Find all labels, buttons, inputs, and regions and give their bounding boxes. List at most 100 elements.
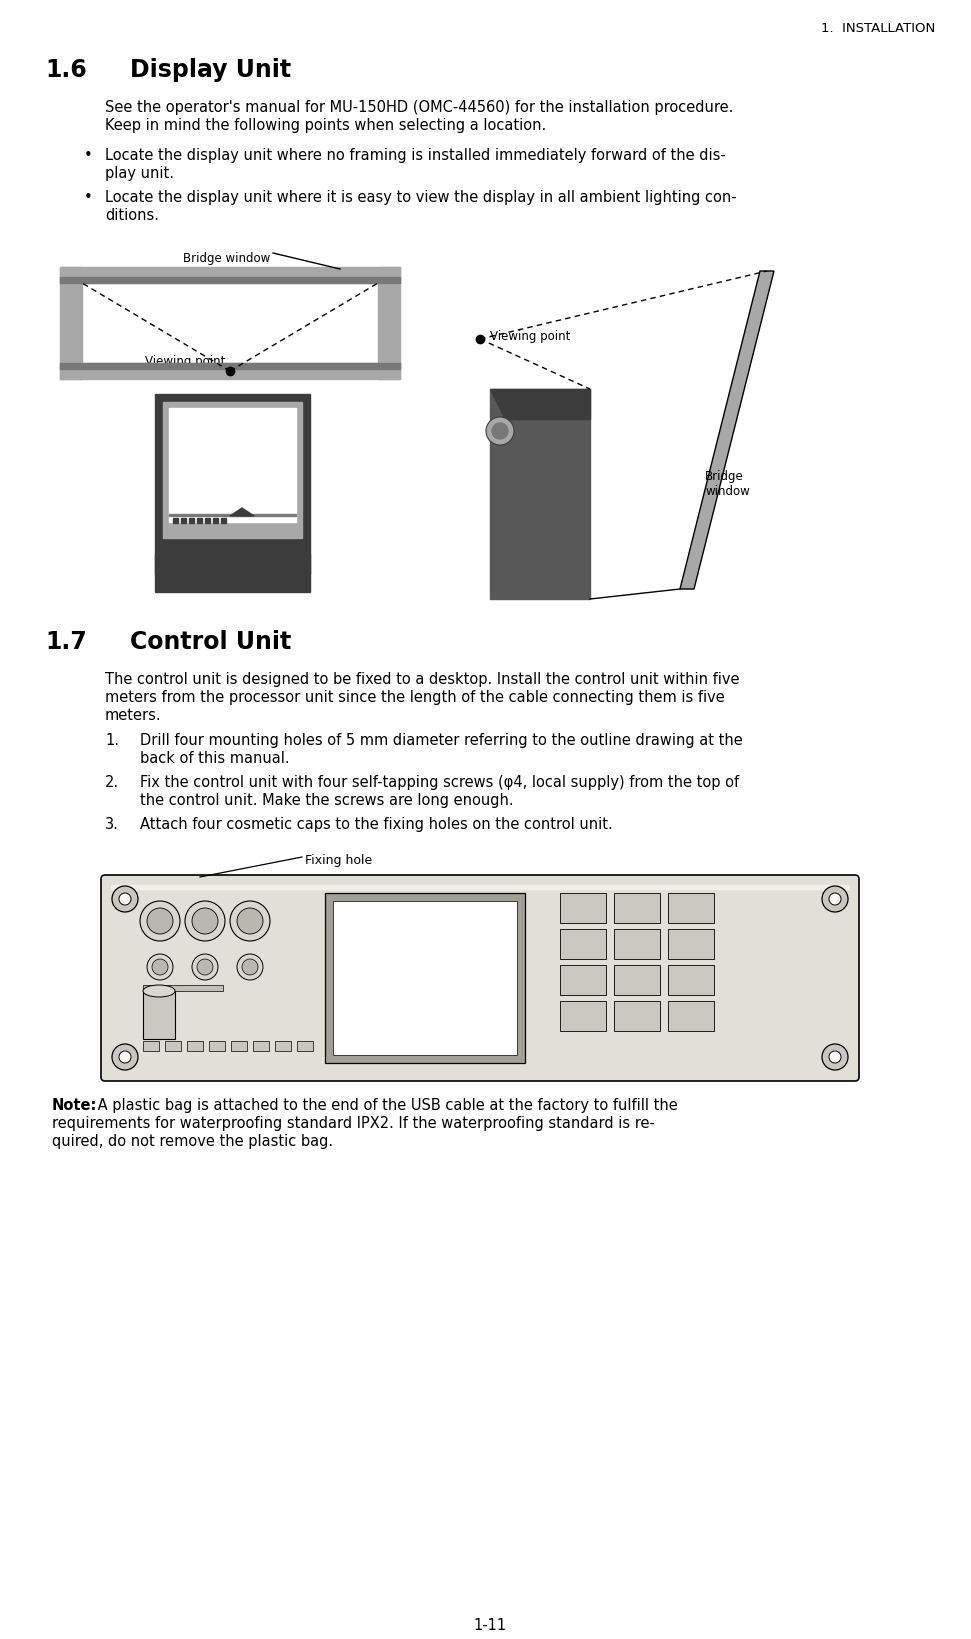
Text: Bridge window: Bridge window <box>183 252 270 266</box>
Circle shape <box>822 887 848 913</box>
Bar <box>181 518 186 524</box>
Text: play unit.: play unit. <box>105 166 174 180</box>
Bar <box>560 929 606 959</box>
Circle shape <box>152 959 168 975</box>
Text: The control unit is designed to be fixed to a desktop. Install the control unit : The control unit is designed to be fixed… <box>105 672 740 687</box>
Circle shape <box>119 1051 131 1064</box>
Bar <box>668 1001 714 1031</box>
Bar <box>155 395 310 575</box>
Bar <box>143 1041 159 1051</box>
Polygon shape <box>230 508 254 516</box>
Bar <box>169 515 296 516</box>
Bar <box>197 518 202 524</box>
Text: Fixing hole: Fixing hole <box>305 854 372 867</box>
Bar <box>165 1041 181 1051</box>
Bar <box>111 885 849 890</box>
Text: 1-11: 1-11 <box>474 1618 507 1632</box>
Text: meters from the processor unit since the length of the cable connecting them is : meters from the processor unit since the… <box>105 690 724 705</box>
Circle shape <box>242 959 258 975</box>
Circle shape <box>829 893 841 905</box>
Text: Attach four cosmetic caps to the fixing holes on the control unit.: Attach four cosmetic caps to the fixing … <box>140 816 613 831</box>
Text: quired, do not remove the plastic bag.: quired, do not remove the plastic bag. <box>52 1133 333 1149</box>
Text: Display Unit: Display Unit <box>130 57 291 82</box>
Circle shape <box>829 1051 841 1064</box>
Bar <box>143 992 175 1039</box>
Text: requirements for waterproofing standard IPX2. If the waterproofing standard is r: requirements for waterproofing standard … <box>52 1115 654 1131</box>
Text: back of this manual.: back of this manual. <box>140 751 289 765</box>
Text: 2.: 2. <box>105 775 119 790</box>
Text: Viewing point: Viewing point <box>490 329 570 343</box>
Text: 1.7: 1.7 <box>45 629 86 654</box>
Bar <box>668 929 714 959</box>
Circle shape <box>112 887 138 913</box>
Text: Locate the display unit where no framing is installed immediately forward of the: Locate the display unit where no framing… <box>105 148 725 162</box>
Bar <box>60 364 400 380</box>
Bar <box>187 1041 203 1051</box>
Bar <box>221 518 226 524</box>
Text: Drill four mounting holes of 5 mm diameter referring to the outline drawing at t: Drill four mounting holes of 5 mm diamet… <box>140 733 743 747</box>
Bar <box>209 1041 225 1051</box>
Text: •: • <box>84 190 93 205</box>
Bar <box>614 965 660 995</box>
Circle shape <box>237 908 263 934</box>
Bar <box>213 518 218 524</box>
Circle shape <box>147 908 173 934</box>
Circle shape <box>486 418 514 446</box>
Circle shape <box>119 893 131 905</box>
Text: 3.: 3. <box>105 816 118 831</box>
FancyBboxPatch shape <box>101 875 859 1082</box>
Circle shape <box>822 1044 848 1070</box>
Text: Bridge
window: Bridge window <box>705 470 750 498</box>
Text: Control Unit: Control Unit <box>130 629 291 654</box>
Bar <box>378 267 400 380</box>
Circle shape <box>192 954 218 980</box>
Bar <box>325 893 525 1064</box>
Circle shape <box>197 959 213 975</box>
Bar <box>668 893 714 923</box>
Bar <box>560 965 606 995</box>
Circle shape <box>147 954 173 980</box>
Bar <box>275 1041 291 1051</box>
Circle shape <box>492 425 508 439</box>
Bar <box>155 554 310 575</box>
Ellipse shape <box>143 985 175 998</box>
Bar <box>205 518 210 524</box>
Bar <box>253 1041 269 1051</box>
Text: 1.6: 1.6 <box>45 57 86 82</box>
Bar <box>560 893 606 923</box>
Bar <box>143 985 223 992</box>
Bar <box>163 403 302 539</box>
Text: 1.  INSTALLATION: 1. INSTALLATION <box>820 21 935 34</box>
Text: See the operator's manual for MU-150HD (OMC-44560) for the installation procedur: See the operator's manual for MU-150HD (… <box>105 100 733 115</box>
Bar <box>614 929 660 959</box>
Polygon shape <box>680 272 774 590</box>
Circle shape <box>140 901 180 941</box>
Bar <box>333 901 517 1056</box>
Text: Locate the display unit where it is easy to view the display in all ambient ligh: Locate the display unit where it is easy… <box>105 190 737 205</box>
Bar <box>60 267 400 284</box>
Text: A plastic bag is attached to the end of the USB cable at the factory to fulfill : A plastic bag is attached to the end of … <box>93 1098 678 1113</box>
Bar <box>668 965 714 995</box>
Text: •: • <box>84 148 93 162</box>
Text: meters.: meters. <box>105 708 161 723</box>
Bar <box>60 279 400 284</box>
Bar <box>169 408 296 523</box>
Bar <box>173 518 178 524</box>
Bar <box>155 575 310 593</box>
Text: the control unit. Make the screws are long enough.: the control unit. Make the screws are lo… <box>140 793 514 808</box>
Circle shape <box>230 901 270 941</box>
Circle shape <box>185 901 225 941</box>
Circle shape <box>112 1044 138 1070</box>
Text: Fix the control unit with four self-tapping screws (φ4, local supply) from the t: Fix the control unit with four self-tapp… <box>140 775 739 790</box>
Circle shape <box>192 908 218 934</box>
Circle shape <box>237 954 263 980</box>
Bar <box>614 893 660 923</box>
Polygon shape <box>490 390 590 420</box>
Bar <box>297 1041 313 1051</box>
Bar <box>614 1001 660 1031</box>
Text: Note:: Note: <box>52 1098 97 1113</box>
Bar <box>189 518 194 524</box>
Bar <box>60 364 400 370</box>
Bar <box>490 390 590 600</box>
Bar <box>60 267 82 380</box>
